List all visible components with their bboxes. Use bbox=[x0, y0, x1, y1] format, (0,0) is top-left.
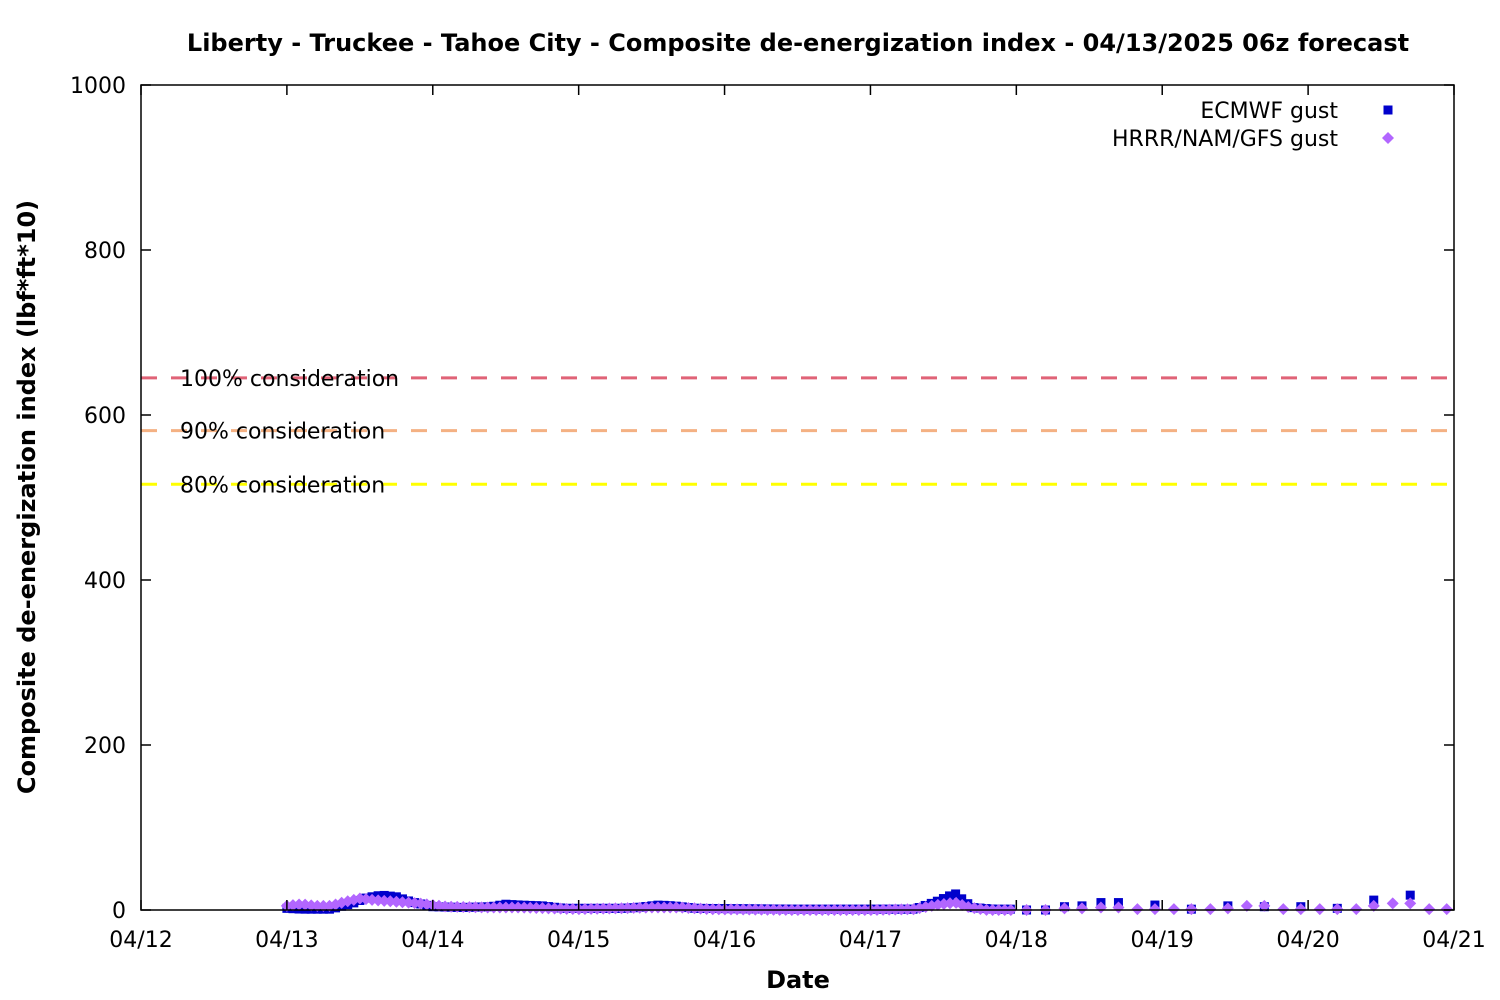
data-point bbox=[1058, 902, 1071, 915]
x-tick-label: 04/20 bbox=[1276, 928, 1339, 953]
data-point bbox=[1405, 890, 1415, 900]
data-point bbox=[945, 891, 955, 901]
y-tick-label: 1000 bbox=[70, 74, 126, 99]
legend-label: HRRR/NAM/GFS gust bbox=[1112, 127, 1338, 152]
data-point bbox=[1277, 903, 1290, 916]
data-point bbox=[1294, 903, 1307, 916]
data-point bbox=[1204, 903, 1217, 916]
legend: ECMWF gust HRRR/NAM/GFS gust bbox=[1112, 99, 1394, 152]
x-tick-label: 04/19 bbox=[1131, 928, 1194, 953]
y-tick-label: 800 bbox=[84, 239, 126, 264]
data-point bbox=[311, 899, 324, 912]
data-point bbox=[1258, 899, 1271, 912]
data-point bbox=[1185, 903, 1198, 916]
x-tick-label: 04/14 bbox=[401, 928, 464, 953]
threshold-label: 100% consideration bbox=[180, 367, 399, 392]
legend-label: ECMWF gust bbox=[1200, 99, 1338, 124]
data-point bbox=[951, 889, 961, 899]
data-point bbox=[1221, 902, 1234, 915]
data-point bbox=[1331, 903, 1344, 916]
y-tick-label: 400 bbox=[84, 569, 126, 594]
plot-frame bbox=[140, 84, 1455, 911]
y-tick-label: 600 bbox=[84, 404, 126, 429]
chart-title: Liberty - Truckee - Tahoe City - Composi… bbox=[187, 29, 1409, 57]
legend-square-marker bbox=[1383, 105, 1393, 115]
x-tick-label: 04/16 bbox=[693, 928, 756, 953]
data-point bbox=[1367, 899, 1380, 912]
x-tick-label: 04/17 bbox=[839, 928, 902, 953]
data-point bbox=[317, 899, 330, 912]
x-tick-label: 04/13 bbox=[255, 928, 318, 953]
data-point bbox=[957, 894, 967, 904]
data-point bbox=[706, 903, 719, 916]
data-point bbox=[1440, 903, 1453, 916]
data-point bbox=[1148, 903, 1161, 916]
data-point bbox=[1240, 899, 1253, 912]
x-tick-label: 04/21 bbox=[1422, 928, 1485, 953]
x-tick-label: 04/18 bbox=[985, 928, 1048, 953]
threshold-label: 80% consideration bbox=[180, 473, 385, 498]
x-axis-title: Date bbox=[766, 966, 830, 994]
data-point bbox=[1386, 897, 1399, 910]
x-tick-label: 04/12 bbox=[109, 928, 172, 953]
data-point bbox=[1350, 903, 1363, 916]
y-tick-label: 200 bbox=[84, 734, 126, 759]
legend-diamond-marker bbox=[1382, 132, 1394, 144]
data-point bbox=[1423, 903, 1436, 916]
data-point bbox=[1167, 903, 1180, 916]
data-point bbox=[1404, 897, 1417, 910]
data-point bbox=[1075, 902, 1088, 915]
x-tick-label: 04/15 bbox=[547, 928, 610, 953]
axes: 04/12 04/13 04/14 04/15 04/16 04/17 04/18 04/19… bbox=[70, 74, 1486, 953]
threshold-label: 90% consideration bbox=[180, 420, 385, 445]
data-point bbox=[1313, 903, 1326, 916]
data-point bbox=[1131, 903, 1144, 916]
threshold-lines: 100% consideration 90% consideration 80% c… bbox=[141, 367, 1454, 498]
y-tick-label: 0 bbox=[112, 899, 126, 924]
y-axis-title: Composite de-energization index (lbf*ft*… bbox=[13, 200, 41, 794]
